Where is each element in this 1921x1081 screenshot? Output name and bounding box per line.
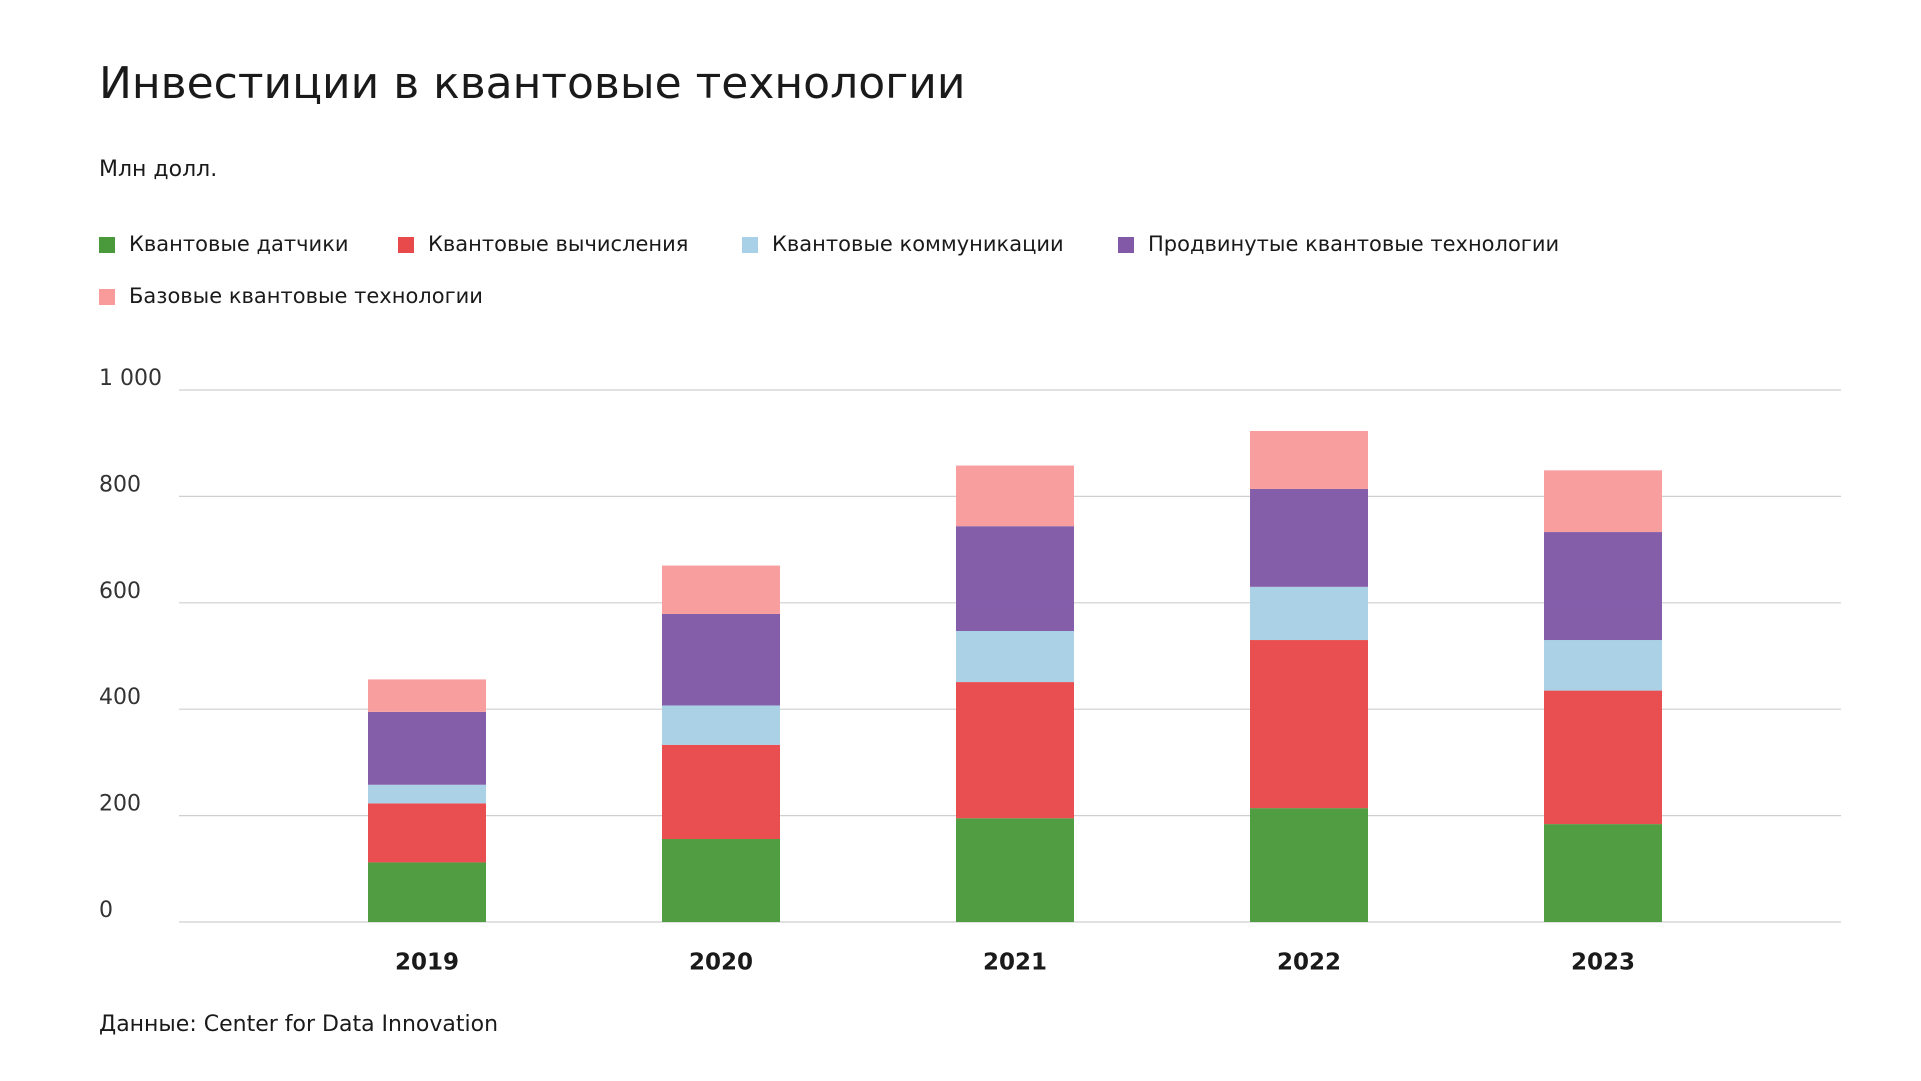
x-tick-label: 2020	[689, 950, 753, 976]
bar-segment	[368, 784, 486, 804]
bar-segment	[368, 862, 486, 922]
bar-segment	[1250, 586, 1368, 641]
legend-swatch	[398, 237, 414, 253]
bar-segment	[956, 682, 1074, 819]
bar-segment	[662, 839, 780, 922]
legend-label: Квантовые коммуникации	[772, 232, 1064, 256]
chart-title: Инвестиции в квантовые технологии	[99, 58, 965, 109]
legend-label: Базовые квантовые технологии	[129, 284, 483, 308]
bar-segment	[1250, 430, 1368, 489]
x-tick-label: 2023	[1571, 950, 1635, 976]
legend-label: Квантовые датчики	[129, 232, 349, 256]
bar-segment	[1250, 808, 1368, 922]
legend-label: Квантовые вычисления	[428, 232, 688, 256]
source-note: Данные: Center for Data Innovation	[99, 1012, 498, 1037]
bar-segment	[368, 679, 486, 712]
legend-swatch	[1118, 237, 1134, 253]
x-tick-label: 2021	[983, 950, 1047, 976]
legend-swatch	[742, 237, 758, 253]
x-tick-label: 2019	[395, 950, 459, 976]
y-tick-label: 200	[99, 792, 141, 817]
bar-segment	[1250, 488, 1368, 587]
bar-segment	[956, 630, 1074, 683]
y-tick-label: 400	[99, 685, 141, 710]
y-tick-label: 0	[99, 898, 113, 923]
y-tick-label: 800	[99, 472, 141, 497]
x-tick-label: 2022	[1277, 950, 1341, 976]
bar-segment	[956, 526, 1074, 631]
legend-swatch	[99, 289, 115, 305]
legend-label: Продвинутые квантовые технологии	[1148, 232, 1559, 256]
bar-segment	[1250, 640, 1368, 809]
y-tick-label: 600	[99, 579, 141, 604]
chart-subtitle: Млн долл.	[99, 157, 217, 182]
bar-segment	[1544, 690, 1662, 825]
bar-segment	[1544, 640, 1662, 691]
bar-segment	[1544, 824, 1662, 922]
bar-segment	[956, 465, 1074, 527]
y-tick-label: 1 000	[99, 366, 162, 391]
bar-segment	[1544, 532, 1662, 641]
legend-swatch	[99, 237, 115, 253]
bar-segment	[662, 744, 780, 840]
bar-segment	[662, 613, 780, 706]
bar-segment	[368, 711, 486, 785]
bar-segment	[662, 705, 780, 745]
bar-segment	[1544, 470, 1662, 533]
bar-segment	[662, 565, 780, 614]
bar-segment	[368, 803, 486, 863]
bar-segment	[956, 818, 1074, 922]
